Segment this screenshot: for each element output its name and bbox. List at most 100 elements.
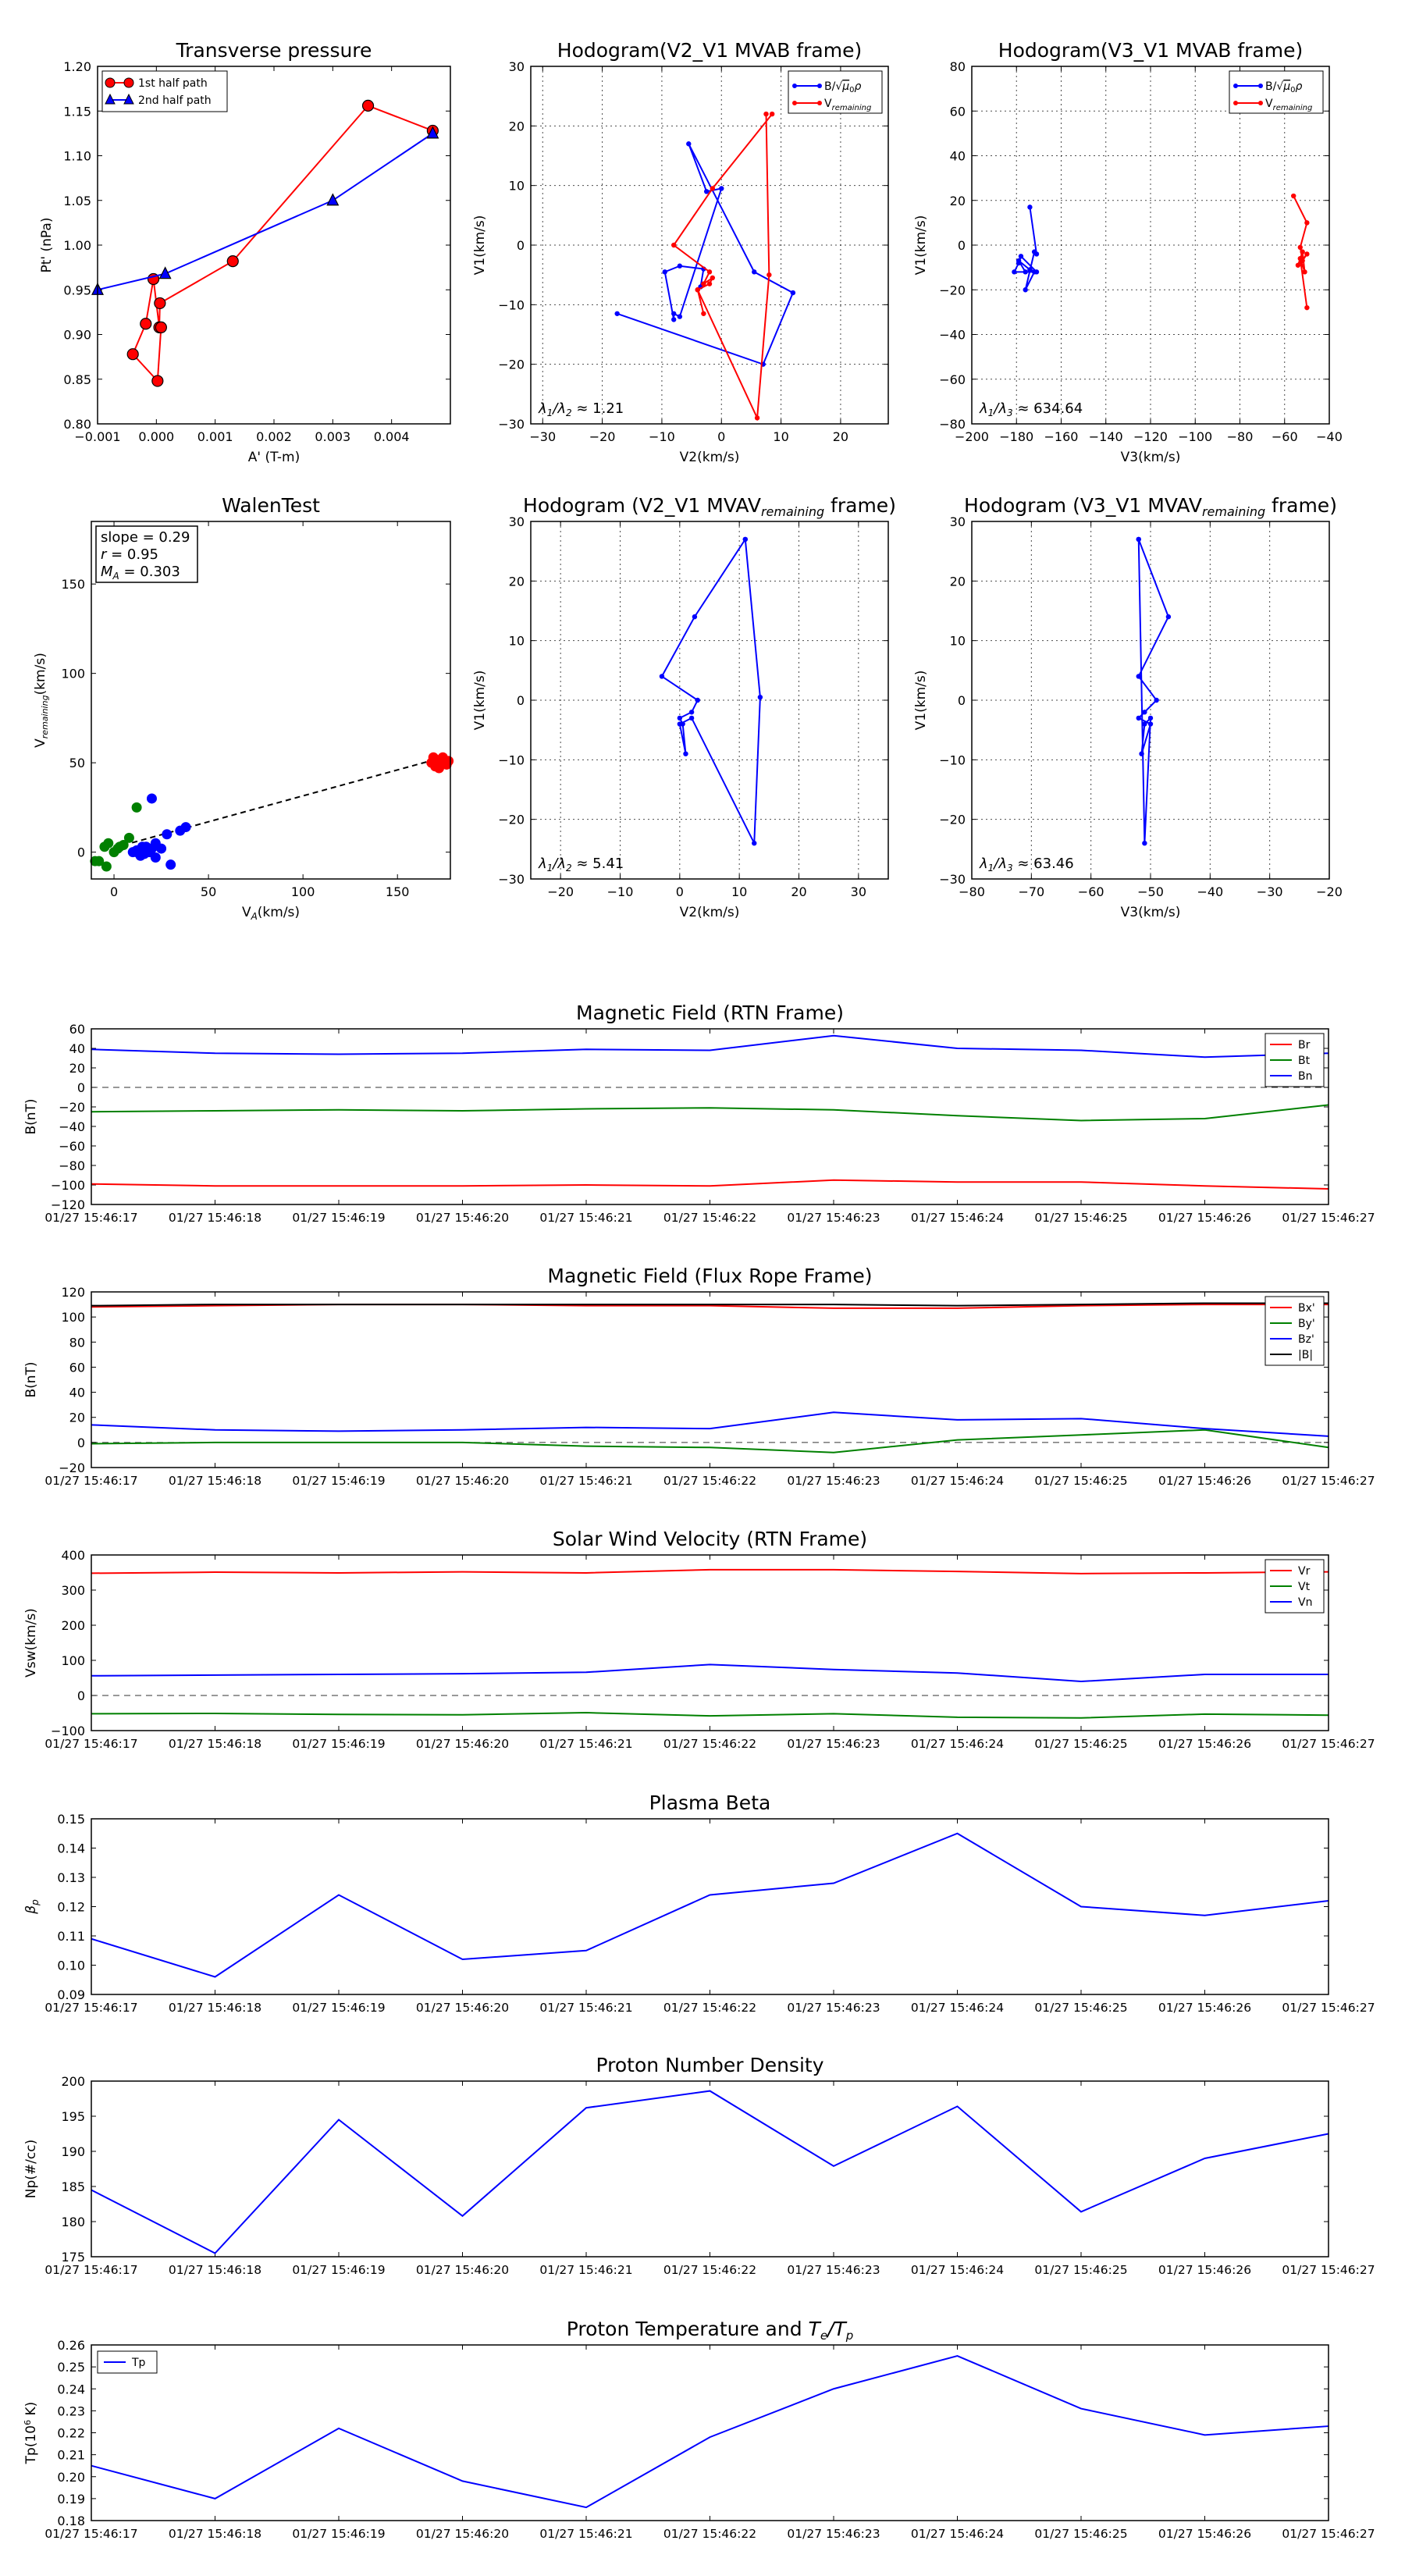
y-tick-label: 0.12 [57,1900,85,1915]
plot-frame [91,2344,1329,2521]
data-point [752,269,757,275]
data-point [769,111,775,117]
y-tick-label: 40 [69,1041,85,1056]
series-line-Bt [91,1104,1329,1122]
data-point [757,694,763,700]
y-tick-label: 20 [69,1061,85,1076]
y-axis-label: Vremaining(km/s) [33,653,50,748]
data-point [671,242,677,248]
x-tick-label: 0 [676,884,684,899]
legend-label: Vr [1298,1565,1311,1578]
data-point [154,297,166,310]
legend-label: Bx' [1298,1302,1315,1315]
y-tick-label: 0.22 [57,2426,85,2441]
series-line [97,133,433,291]
data-point [767,272,772,278]
y-axis-label: Vsw(km/s) [23,1608,39,1678]
y-tick-label: 0.18 [57,2514,85,2528]
y-tick-label: −80 [939,417,966,432]
y-axis-label: βp [23,1899,41,1915]
x-tick-label: 01/27 15:46:22 [663,2263,756,2277]
series-line-Vt [91,1712,1329,1719]
x-tick-label: −50 [1137,884,1164,899]
data-point [1012,269,1017,275]
x-tick-label: 01/27 15:46:19 [292,2527,385,2541]
y-tick-label: 150 [61,577,85,592]
x-tick-label: −60 [1272,429,1298,444]
x-tick-label: 01/27 15:46:23 [787,1737,880,1751]
plot-frame [91,1291,1329,1468]
x-tick-label: −20 [1316,884,1343,899]
legend-marker [123,77,134,88]
data-point [701,281,706,286]
chart-h1: −30 −20 −10 0 10 20 −30 −20 −10 0 10 20 30 Hodogram(V… [472,39,889,465]
x-axis-label: V2(km/s) [680,905,740,920]
x-tick-label: 01/27 15:46:26 [1158,2263,1251,2277]
x-tick-label: 01/27 15:46:25 [1034,1474,1127,1488]
x-tick-label: 0 [717,429,725,444]
x-tick-label: 01/27 15:46:21 [539,2001,632,2015]
y-tick-label: 200 [61,2074,85,2089]
x-tick-label: 01/27 15:46:22 [663,1211,756,1225]
data-point [1154,697,1159,703]
series-line-By' [91,1429,1329,1453]
x-tick-label: −40 [1197,884,1223,899]
x-tick-label: 01/27 15:46:17 [44,1474,137,1488]
stats-box [95,525,198,583]
series-line [1137,539,1169,844]
legend-marker [1233,101,1238,105]
data-point [131,847,142,858]
chart-beta: 01/27 15:46:17 01/27 15:46:18 01/27 15:46:… [23,1791,1375,2015]
x-tick-label: 01/27 15:46:20 [416,2527,509,2541]
plot-frame [91,2080,1329,2258]
x-tick-label: 01/27 15:46:22 [663,2527,756,2541]
data-point [123,832,134,843]
y-axis-label: Tp(106 K) [23,2402,39,2465]
y-tick-label: −20 [59,1461,85,1475]
legend-label: Vn [1298,1596,1312,1609]
y-tick-label: 0 [77,1688,85,1703]
x-tick-label: 30 [851,884,866,899]
x-tick-label: 01/27 15:46:21 [539,1211,632,1225]
y-tick-label: −120 [51,1197,85,1212]
y-tick-label: 100 [61,667,85,681]
x-tick-label: 01/27 15:46:20 [416,2001,509,2015]
y-tick-label: −30 [498,417,525,432]
x-tick-label: 01/27 15:46:27 [1282,1211,1375,1225]
data-point [1136,536,1141,543]
data-point [688,715,695,721]
y-axis-label: V1(km/s) [472,671,488,731]
data-point [1295,262,1301,268]
y-tick-label: 1.10 [63,149,91,164]
series-line-0 [91,2090,1329,2254]
y-tick-label: 0.23 [57,2403,85,2418]
x-tick-label: 01/27 15:46:17 [44,2527,137,2541]
data-point [158,266,172,279]
data-point [426,126,439,139]
x-tick-label: 01/27 15:46:19 [292,1211,385,1225]
y-tick-label: −10 [498,297,525,312]
y-tick-label: 100 [61,1310,85,1325]
x-tick-label: 0.002 [256,429,292,444]
x-tick-label: −100 [1178,429,1212,444]
data-point [1027,205,1033,210]
series-line-Vn [91,1663,1329,1683]
data-point [1304,220,1310,226]
x-tick-label: −20 [589,429,616,444]
series-2 [127,793,191,870]
y-tick-label: −10 [498,753,525,767]
legend-marker [1258,101,1263,105]
y-tick-label: −80 [59,1158,85,1173]
y-tick-label: 100 [61,1653,85,1668]
y-tick-label: 190 [61,2144,85,2159]
plot-frame [971,66,1330,425]
series-0 [1012,205,1040,293]
data-point [677,721,683,727]
data-point [790,290,796,296]
x-tick-label: 01/27 15:46:24 [911,1474,1004,1488]
series-line-|B| [91,1302,1329,1307]
plot-frame [91,1554,1329,1731]
x-tick-label: 01/27 15:46:25 [1034,2001,1127,2015]
x-tick-label: −60 [1078,884,1104,899]
data-point [1136,674,1141,679]
